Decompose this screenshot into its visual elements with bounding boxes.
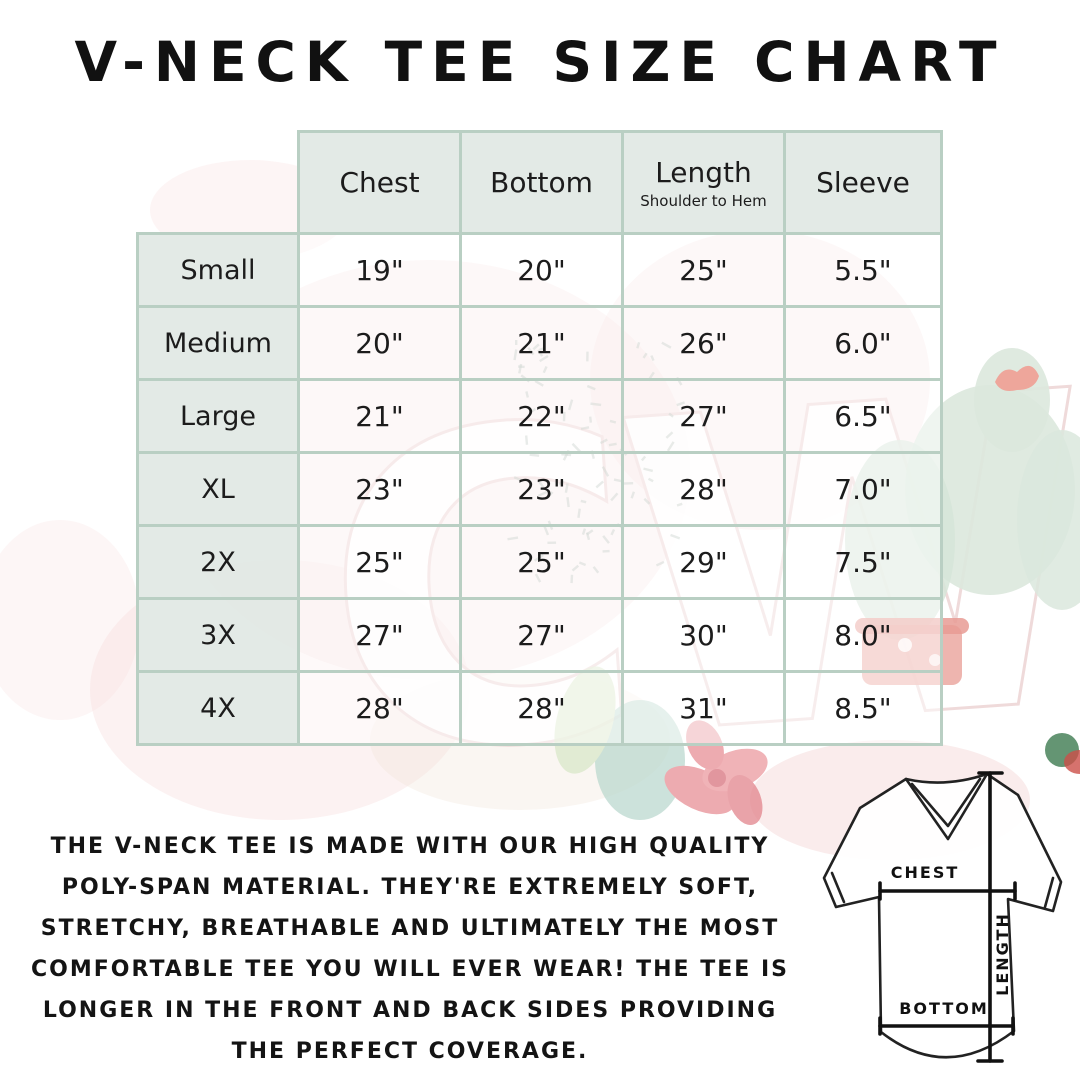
cell-bottom: 28" bbox=[459, 670, 624, 746]
col-header-bottom: Bottom bbox=[459, 130, 624, 235]
length-label: LENGTH bbox=[993, 912, 1012, 996]
tee-outline-icon bbox=[822, 772, 1063, 1059]
cell-chest: 21" bbox=[297, 378, 462, 454]
row-label: Small bbox=[136, 232, 300, 308]
cell-length: 28" bbox=[621, 451, 786, 527]
table-row-2x: 2X 25" 25" 29" 7.5" bbox=[136, 524, 943, 600]
cell-length: 31" bbox=[621, 670, 786, 746]
col-header-chest: Chest bbox=[297, 130, 462, 235]
description-line: THE V-NECK TEE IS MADE WITH OUR HIGH QUA… bbox=[50, 834, 770, 859]
chest-label: CHEST bbox=[891, 863, 960, 882]
table-row-medium: Medium 20" 21" 26" 6.0" bbox=[136, 305, 943, 381]
col-header-length: Length Shoulder to Hem bbox=[621, 130, 786, 235]
cell-bottom: 21" bbox=[459, 305, 624, 381]
tee-measurement-diagram: CHEST BOTTOM LENGTH bbox=[822, 771, 1063, 1063]
table-row-4x: 4X 28" 28" 31" 8.5" bbox=[136, 670, 943, 746]
cell-sleeve: 7.5" bbox=[783, 524, 943, 600]
bottom-label: BOTTOM bbox=[899, 999, 989, 1018]
row-label: 4X bbox=[136, 670, 300, 746]
description-line: POLY-SPAN MATERIAL. THEY'RE EXTREMELY SO… bbox=[61, 875, 759, 900]
cell-chest: 28" bbox=[297, 670, 462, 746]
measurement-lines bbox=[878, 771, 1017, 1063]
cell-sleeve: 5.5" bbox=[783, 232, 943, 308]
table-row-3x: 3X 27" 27" 30" 8.0" bbox=[136, 597, 943, 673]
cell-sleeve: 6.5" bbox=[783, 378, 943, 454]
table-header-row: Chest Bottom Length Shoulder to Hem Slee… bbox=[138, 130, 943, 235]
watermark-corner-blobs bbox=[1045, 733, 1080, 774]
cell-bottom: 27" bbox=[459, 597, 624, 673]
cell-length: 29" bbox=[621, 524, 786, 600]
description-line: THE PERFECT COVERAGE. bbox=[231, 1039, 589, 1064]
blank-corner-cell bbox=[138, 132, 299, 234]
cell-chest: 20" bbox=[297, 305, 462, 381]
cell-sleeve: 7.0" bbox=[783, 451, 943, 527]
description-line: STRETCHY, BREATHABLE AND ULTIMATELY THE … bbox=[40, 916, 780, 941]
cell-sleeve: 8.0" bbox=[783, 597, 943, 673]
description-line: LONGER IN THE FRONT AND BACK SIDES PROVI… bbox=[42, 998, 778, 1023]
cell-chest: 25" bbox=[297, 524, 462, 600]
table-row-small: Small 19" 20" 25" 5.5" bbox=[136, 232, 943, 308]
cell-sleeve: 6.0" bbox=[783, 305, 943, 381]
cell-length: 30" bbox=[621, 597, 786, 673]
col-header-length-title: Length bbox=[655, 155, 752, 189]
cell-chest: 23" bbox=[297, 451, 462, 527]
row-label: Medium bbox=[136, 305, 300, 381]
cell-bottom: 20" bbox=[459, 232, 624, 308]
cell-chest: 27" bbox=[297, 597, 462, 673]
table-row-xl: XL 23" 23" 28" 7.0" bbox=[136, 451, 943, 527]
size-chart-table: Chest Bottom Length Shoulder to Hem Slee… bbox=[136, 130, 943, 746]
row-label: XL bbox=[136, 451, 300, 527]
row-label: 3X bbox=[136, 597, 300, 673]
col-header-length-subtitle: Shoulder to Hem bbox=[640, 191, 767, 210]
cell-bottom: 22" bbox=[459, 378, 624, 454]
cell-chest: 19" bbox=[297, 232, 462, 308]
cell-length: 25" bbox=[621, 232, 786, 308]
table-row-large: Large 21" 22" 27" 6.5" bbox=[136, 378, 943, 454]
page-title: V-NECK TEE SIZE CHART bbox=[74, 30, 1006, 94]
cell-length: 27" bbox=[621, 378, 786, 454]
cell-sleeve: 8.5" bbox=[783, 670, 943, 746]
row-label: Large bbox=[136, 378, 300, 454]
row-label: 2X bbox=[136, 524, 300, 600]
description-text: THE V-NECK TEE IS MADE WITH OUR HIGH QUA… bbox=[20, 826, 800, 1072]
col-header-sleeve: Sleeve bbox=[783, 130, 943, 235]
cell-bottom: 23" bbox=[459, 451, 624, 527]
cell-length: 26" bbox=[621, 305, 786, 381]
description-line: COMFORTABLE TEE YOU WILL EVER WEAR! THE … bbox=[31, 957, 789, 982]
cell-bottom: 25" bbox=[459, 524, 624, 600]
